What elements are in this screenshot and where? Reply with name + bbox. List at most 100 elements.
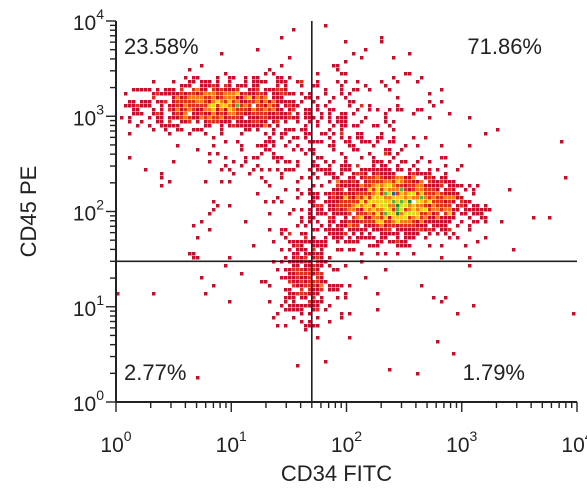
event-bin <box>148 104 152 108</box>
event-bin <box>320 208 324 212</box>
event-bin <box>372 168 376 172</box>
event-bin <box>376 188 380 192</box>
event-bin <box>416 168 420 172</box>
event-bin <box>288 308 292 312</box>
event-bin <box>328 288 332 292</box>
event-bin <box>316 300 320 304</box>
event-bin <box>220 100 224 104</box>
event-bin <box>272 140 276 144</box>
event-bin <box>152 92 156 96</box>
event-bin <box>304 284 308 288</box>
event-bin <box>360 216 364 220</box>
event-bin <box>312 204 316 208</box>
event-bin <box>272 72 276 76</box>
event-bin <box>428 208 432 212</box>
event-bin <box>428 172 432 176</box>
event-bin <box>200 108 204 112</box>
event-bin <box>360 136 364 140</box>
event-bin <box>180 92 184 96</box>
event-bin <box>348 92 352 96</box>
event-bin <box>276 88 280 92</box>
event-bin <box>256 104 260 108</box>
event-bin <box>376 216 380 220</box>
event-bin <box>176 112 180 116</box>
event-bin <box>356 124 360 128</box>
event-bin <box>308 208 312 212</box>
event-bin <box>388 228 392 232</box>
event-bin <box>264 92 268 96</box>
event-bin <box>336 296 340 300</box>
event-bin <box>312 268 316 272</box>
event-bin <box>296 292 300 296</box>
event-bin <box>268 124 272 128</box>
event-bin <box>296 160 300 164</box>
event-bin <box>212 88 216 92</box>
event-bin <box>204 112 208 116</box>
event-bin <box>252 88 256 92</box>
event-bin <box>220 120 224 124</box>
event-bin <box>176 92 180 96</box>
event-bin <box>348 312 352 316</box>
event-bin <box>268 148 272 152</box>
event-bin <box>432 196 436 200</box>
event-bin <box>384 180 388 184</box>
event-bin <box>340 236 344 240</box>
event-bin <box>340 112 344 116</box>
event-bin <box>272 132 276 136</box>
event-bin <box>364 224 368 228</box>
event-bin <box>348 188 352 192</box>
event-bin <box>484 132 488 136</box>
event-bin <box>288 92 292 96</box>
event-bin <box>412 112 416 116</box>
event-bin <box>420 204 424 208</box>
event-bin <box>420 284 424 288</box>
event-bin <box>500 220 504 224</box>
event-bin <box>428 116 432 120</box>
event-bin <box>296 268 300 272</box>
event-bin <box>216 88 220 92</box>
event-bin <box>200 96 204 100</box>
event-bin <box>152 128 156 132</box>
event-bin <box>376 176 380 180</box>
event-bin <box>388 168 392 172</box>
event-bin <box>344 232 348 236</box>
event-bin <box>152 80 156 84</box>
event-bin <box>232 116 236 120</box>
event-bin <box>380 132 384 136</box>
event-bin <box>140 100 144 104</box>
event-bin <box>424 236 428 240</box>
event-bin <box>200 100 204 104</box>
event-bin <box>340 124 344 128</box>
event-bin <box>444 220 448 224</box>
event-bin <box>408 244 412 248</box>
event-bin <box>464 212 468 216</box>
event-bin <box>336 192 340 196</box>
event-bin <box>292 148 296 152</box>
event-bin <box>340 164 344 168</box>
event-bin <box>216 100 220 104</box>
event-bin <box>344 296 348 300</box>
event-bin <box>484 220 488 224</box>
event-bin <box>388 204 392 208</box>
event-bin <box>428 192 432 196</box>
event-bin <box>256 120 260 124</box>
event-bin <box>272 96 276 100</box>
event-bin <box>408 220 412 224</box>
event-bin <box>460 220 464 224</box>
event-bin <box>368 168 372 172</box>
event-bin <box>268 104 272 108</box>
event-bin <box>572 312 576 316</box>
event-bin <box>216 84 220 88</box>
event-bin <box>320 288 324 292</box>
event-bin <box>320 284 324 288</box>
event-bin <box>448 212 452 216</box>
event-bin <box>356 208 360 212</box>
event-bin <box>200 112 204 116</box>
event-bin <box>456 192 460 196</box>
event-bin <box>432 216 436 220</box>
event-bin <box>432 228 436 232</box>
event-bin <box>452 216 456 220</box>
event-bin <box>244 96 248 100</box>
event-bin <box>436 204 440 208</box>
event-bin <box>276 168 280 172</box>
